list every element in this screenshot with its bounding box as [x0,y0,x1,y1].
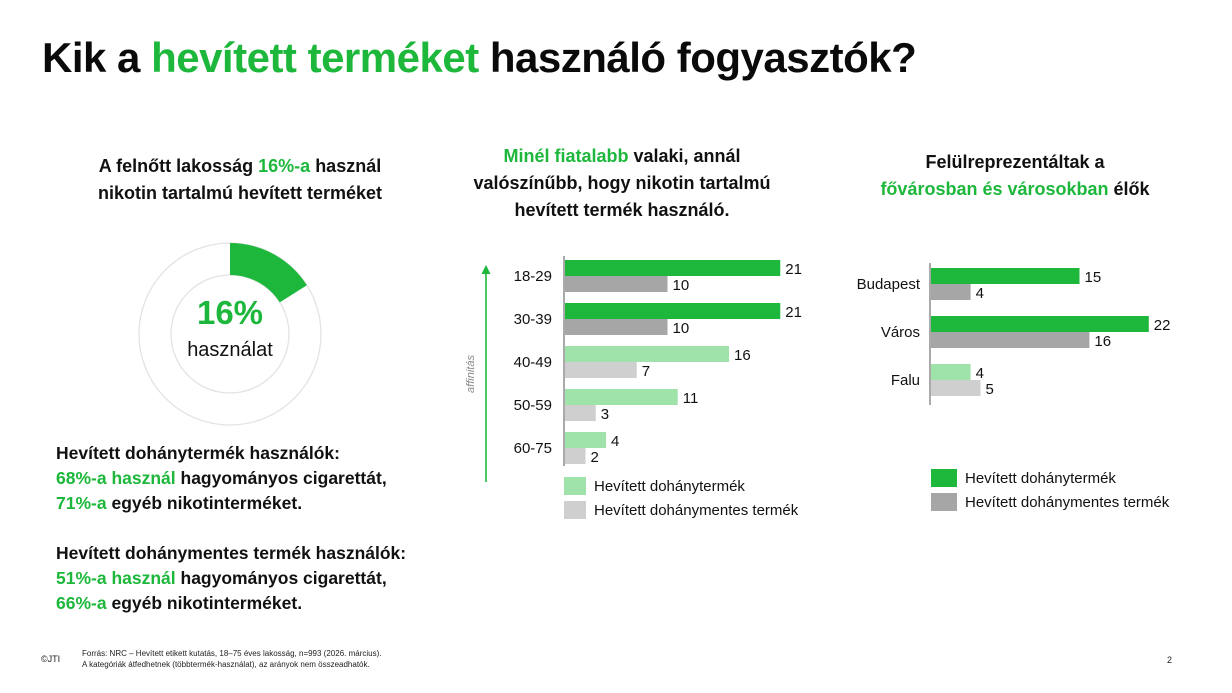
stat-heated-tobacco-free: Hevített dohánymentes termék használók: … [56,543,407,613]
bar [931,268,1080,284]
bar [931,316,1149,332]
value-label: 15 [1085,269,1102,286]
category-label: 60-75 [514,440,552,457]
legend-swatch [931,469,957,487]
category-label: 18-29 [514,268,552,285]
bar [565,362,637,378]
value-label: 11 [683,390,699,407]
legend-swatch [564,477,586,495]
donut-inner-ring [170,274,290,394]
stat-heading: Hevített dohánytermék használók: [56,443,340,463]
usage-donut-chart: 16% használat [138,242,322,426]
value-label: 22 [1154,317,1171,334]
bar [565,432,606,448]
stat-heading: Hevített dohánymentes termék használók: [56,543,407,563]
bar [565,276,668,292]
value-label: 21 [785,261,802,278]
bar [565,448,586,464]
age-bar-chart: 18-29 21 10 30-39 21 10 40-49 16 7 50-59 11 3 60-75 4… [514,256,802,519]
legend-label: Hevített dohánytermék [965,470,1116,487]
page-number: 2 [1167,655,1173,665]
bar [931,380,981,396]
category-label: Város [881,324,920,341]
value-label: 10 [673,320,690,337]
bar [931,364,971,380]
value-label: 2 [591,449,599,466]
category-label: Budapest [857,276,921,293]
bar [565,260,781,276]
source-note: Forrás: NRC – Hevített etikett kutatás, … [82,649,382,669]
stat-heated-tobacco: Hevített dohánytermék használók: 68%-a h… [56,443,387,513]
value-label: 3 [601,406,609,423]
bar [931,284,971,300]
category-label: 40-49 [514,354,552,371]
value-label: 7 [642,363,650,380]
value-label: 10 [673,277,690,294]
category-label: 50-59 [514,397,552,414]
bar [565,319,668,335]
value-label: 21 [785,304,802,321]
middle-heading: Minél fiatalabb valaki, annál valószínűb… [473,146,771,220]
donut-segment-used [230,243,307,303]
category-label: 30-39 [514,311,552,328]
donut-value: 16% [197,294,263,331]
value-label: 16 [734,347,751,364]
value-label: 4 [976,365,984,382]
bar [931,332,1090,348]
affinity-label: affinitás [465,355,477,393]
left-heading: A felnőtt lakosság 16%-a használ nikotin… [97,156,383,203]
value-label: 16 [1094,333,1111,350]
legend-label: Hevített dohánymentes termék [594,502,799,519]
value-label: 4 [611,433,619,450]
bar [565,389,678,405]
arrow-up-icon [481,265,491,274]
bar [565,346,729,362]
right-heading: Felülreprezentáltak a fővárosban és váro… [880,152,1150,199]
copyright: ©JTI [41,654,61,664]
legend-swatch [931,493,957,511]
page-title: Kik a hevített terméket használó fogyasz… [42,34,917,81]
bar [565,303,781,319]
category-label: Falu [891,372,920,389]
donut-caption: használat [187,339,273,361]
bar [565,405,596,421]
value-label: 5 [986,381,994,398]
legend-swatch [564,501,586,519]
value-label: 4 [976,285,984,302]
legend-label: Hevített dohánymentes termék [965,494,1170,511]
affinity-arrow: affinitás [465,265,491,482]
legend-label: Hevített dohánytermék [594,478,745,495]
